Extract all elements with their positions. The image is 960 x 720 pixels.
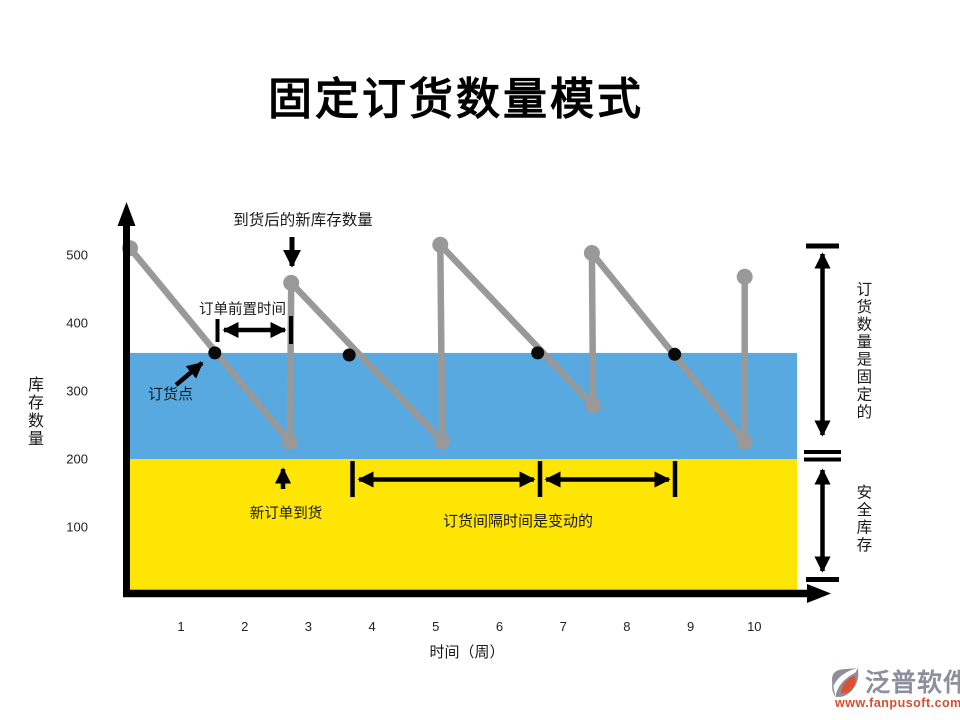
x-axis-arrowhead	[807, 584, 831, 603]
x-tick-label: 9	[687, 619, 694, 634]
ticks-layer: 500 400 300 200 100 1 2 3 4 5 6 7 8 9 10	[66, 248, 761, 635]
fanpu-logo-url: www.fanpusoft.com	[835, 696, 960, 710]
reorder-point-arrow	[174, 361, 204, 387]
x-tick-label: 4	[368, 619, 375, 634]
y-axis-title: 库存数量	[25, 376, 42, 448]
inventory-dot	[585, 397, 602, 414]
x-tick-label: 3	[305, 619, 312, 634]
inventory-dot	[736, 268, 753, 285]
x-tick-label: 1	[177, 619, 184, 634]
annotation-lead-time: 订单前置时间	[199, 302, 286, 318]
inventory-dot	[583, 245, 600, 261]
y-tick-label: 300	[66, 384, 88, 399]
inventory-dot	[283, 274, 300, 291]
x-tick-label: 2	[241, 619, 248, 634]
annotation-new-order-arrival: 新订单到货	[249, 506, 323, 522]
reorder-dot	[531, 346, 545, 360]
axes-layer	[117, 202, 831, 603]
y-tick-label: 200	[66, 452, 88, 467]
x-tick-label: 5	[432, 619, 439, 634]
annotation-safety-stock: 安全库存	[854, 484, 872, 554]
fanpu-logo-icon	[831, 668, 859, 697]
fanpu-logo: 泛普软件 www.fanpusoft.com	[828, 663, 960, 717]
x-tick-label: 6	[496, 619, 503, 634]
annotation-reorder-point: 订货点	[148, 386, 194, 403]
reorder-dot	[668, 347, 682, 361]
inventory-dot	[281, 434, 298, 450]
annotations-layer	[174, 237, 841, 582]
bands-layer	[129, 352, 797, 592]
annotation-variable-interval: 订货间隔时间是变动的	[442, 513, 593, 530]
x-axis-title: 时间（周）	[429, 644, 505, 661]
reorder-dot	[208, 346, 222, 360]
y-tick-label: 400	[66, 316, 88, 331]
fanpu-logo-text: 泛普软件	[865, 669, 960, 697]
y-axis-arrowhead	[117, 202, 136, 226]
y-tick-label: 500	[66, 248, 88, 263]
inventory-dot	[434, 433, 451, 450]
x-tick-label: 10	[747, 619, 761, 634]
slide-title: 固定订货数量模式	[268, 75, 644, 124]
x-tick-label: 7	[560, 619, 567, 634]
x-tick-label: 8	[623, 619, 630, 634]
y-tick-label: 100	[66, 520, 88, 535]
inventory-dot	[736, 434, 753, 450]
reorder-dot	[342, 348, 356, 362]
inventory-dot	[432, 236, 449, 253]
annotation-new-stock-after-arrival: 到货后的新库存数量	[233, 212, 373, 229]
annotation-fixed-quantity: 订货数量是固定的	[854, 281, 872, 421]
